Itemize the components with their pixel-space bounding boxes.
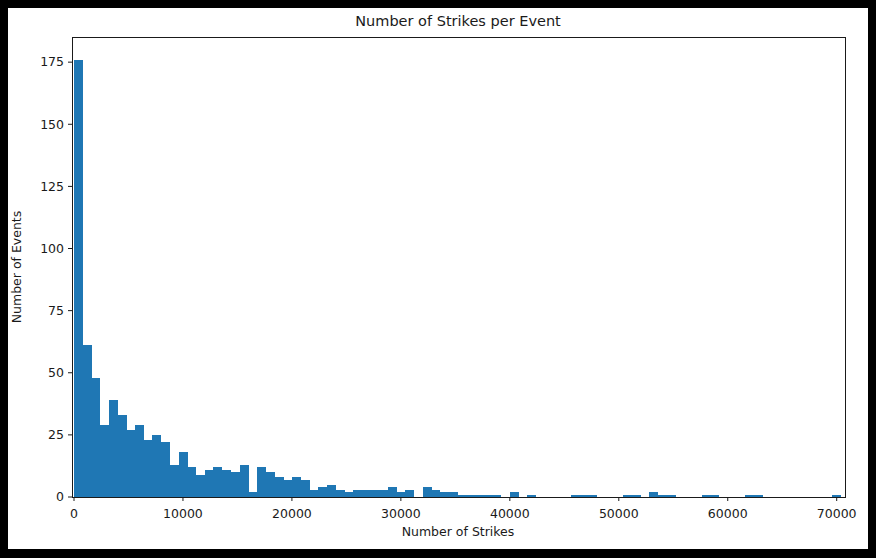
histogram-bar xyxy=(336,490,345,497)
histogram-bar xyxy=(510,492,519,497)
histogram-bar xyxy=(309,490,318,497)
histogram-bar xyxy=(449,492,458,497)
y-tick-label: 75 xyxy=(48,303,64,318)
histogram-bar xyxy=(318,487,327,497)
screenshot-black-frame: 0 10000 20000 30000 40000 50000 60000 70000 0 25… xyxy=(0,0,876,558)
histogram-bar xyxy=(161,442,170,497)
histogram-bar xyxy=(187,467,196,497)
histogram-bar xyxy=(283,480,292,497)
histogram-bar xyxy=(301,480,310,497)
y-tick-label: 25 xyxy=(48,427,64,442)
histogram-bar xyxy=(213,467,222,497)
x-tick-label: 70000 xyxy=(817,506,857,521)
histogram-bars xyxy=(74,60,841,497)
histogram-bar xyxy=(344,492,353,497)
histogram-bar xyxy=(362,490,371,497)
y-axis-ticks: 0 25 50 75 100 125 150 175 xyxy=(40,54,72,504)
x-axis-ticks: 0 10000 20000 30000 40000 50000 60000 70000 xyxy=(70,497,857,521)
histogram-bar xyxy=(231,472,240,497)
histogram-bar xyxy=(109,400,118,497)
y-tick-label: 175 xyxy=(40,54,64,69)
histogram-bar xyxy=(257,467,266,497)
histogram-bar xyxy=(327,485,336,497)
x-axis-label: Number of Strikes xyxy=(402,524,515,539)
x-tick-label: 0 xyxy=(70,506,78,521)
x-tick-label: 10000 xyxy=(163,506,203,521)
histogram-bar xyxy=(83,345,92,497)
histogram-bar xyxy=(248,492,257,497)
histogram-bar xyxy=(266,472,275,497)
y-tick-label: 125 xyxy=(40,179,64,194)
histogram-bar xyxy=(74,60,83,497)
histogram-bar xyxy=(205,470,214,497)
histogram-bar xyxy=(100,425,109,497)
histogram-bar xyxy=(431,490,440,497)
histogram-bar xyxy=(353,490,362,497)
histogram-bar xyxy=(440,492,449,497)
histogram-bar xyxy=(379,490,388,497)
x-tick-label: 40000 xyxy=(490,506,530,521)
histogram-bar xyxy=(196,475,205,497)
y-axis-label: Number of Events xyxy=(9,211,24,324)
histogram-bar xyxy=(144,440,153,497)
histogram-bar xyxy=(388,487,397,497)
histogram-bar xyxy=(292,477,301,497)
histogram-bar xyxy=(152,435,161,497)
histogram-bar xyxy=(274,477,283,497)
x-tick-label: 30000 xyxy=(381,506,421,521)
x-tick-label: 20000 xyxy=(272,506,312,521)
y-tick-label: 0 xyxy=(56,489,64,504)
histogram-bar xyxy=(397,492,406,497)
y-tick-label: 150 xyxy=(40,117,64,132)
histogram-bar xyxy=(118,415,127,497)
histogram-bar xyxy=(423,487,432,497)
histogram-bar xyxy=(126,430,135,497)
histogram-bar xyxy=(649,492,658,497)
chart-title: Number of Strikes per Event xyxy=(355,13,561,29)
histogram-bar xyxy=(405,490,414,497)
histogram-bar xyxy=(135,425,144,497)
histogram-bar xyxy=(370,490,379,497)
histogram-bar xyxy=(222,470,231,497)
histogram-bar xyxy=(240,465,249,497)
histogram-bar xyxy=(170,465,179,497)
y-tick-label: 50 xyxy=(48,365,64,380)
histogram-chart: 0 10000 20000 30000 40000 50000 60000 70000 0 25… xyxy=(0,0,876,558)
y-tick-label: 100 xyxy=(40,241,64,256)
x-tick-label: 50000 xyxy=(599,506,639,521)
axes-box xyxy=(72,37,845,497)
histogram-bar xyxy=(179,452,188,497)
x-tick-label: 60000 xyxy=(708,506,748,521)
histogram-bar xyxy=(91,378,100,497)
